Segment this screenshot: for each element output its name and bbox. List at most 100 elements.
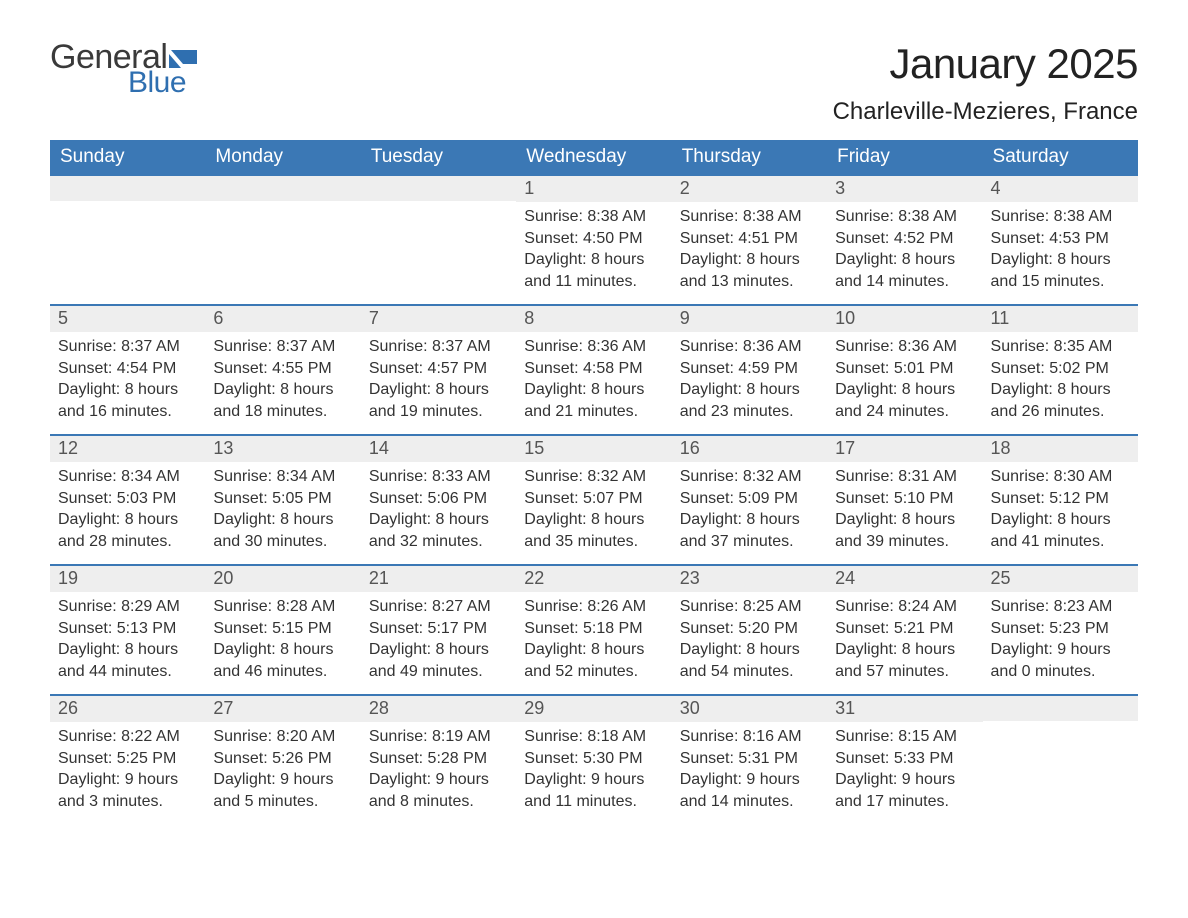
- day-number: [983, 696, 1138, 721]
- day-cell: 19Sunrise: 8:29 AMSunset: 5:13 PMDayligh…: [50, 566, 205, 694]
- day-body: Sunrise: 8:22 AMSunset: 5:25 PMDaylight:…: [50, 722, 205, 820]
- sunrise-text: Sunrise: 8:36 AM: [835, 336, 974, 358]
- sunset-text: Sunset: 5:30 PM: [524, 748, 663, 770]
- day-body: Sunrise: 8:36 AMSunset: 4:58 PMDaylight:…: [516, 332, 671, 430]
- daylight-text-1: Daylight: 9 hours: [213, 769, 352, 791]
- sunrise-text: Sunrise: 8:20 AM: [213, 726, 352, 748]
- day-cell: 8Sunrise: 8:36 AMSunset: 4:58 PMDaylight…: [516, 306, 671, 434]
- daylight-text-2: and 0 minutes.: [991, 661, 1130, 683]
- day-cell: [983, 696, 1138, 824]
- day-number: 3: [827, 176, 982, 202]
- day-number: 28: [361, 696, 516, 722]
- sunrise-text: Sunrise: 8:22 AM: [58, 726, 197, 748]
- sunrise-text: Sunrise: 8:34 AM: [58, 466, 197, 488]
- calendar-table: Sunday Monday Tuesday Wednesday Thursday…: [50, 140, 1138, 824]
- daylight-text-2: and 3 minutes.: [58, 791, 197, 813]
- sunset-text: Sunset: 4:55 PM: [213, 358, 352, 380]
- day-number: 8: [516, 306, 671, 332]
- day-number: 21: [361, 566, 516, 592]
- day-body: Sunrise: 8:25 AMSunset: 5:20 PMDaylight:…: [672, 592, 827, 690]
- week-row: 5Sunrise: 8:37 AMSunset: 4:54 PMDaylight…: [50, 304, 1138, 434]
- daylight-text-2: and 46 minutes.: [213, 661, 352, 683]
- day-cell: 17Sunrise: 8:31 AMSunset: 5:10 PMDayligh…: [827, 436, 982, 564]
- day-body: Sunrise: 8:29 AMSunset: 5:13 PMDaylight:…: [50, 592, 205, 690]
- daylight-text-2: and 41 minutes.: [991, 531, 1130, 553]
- sunset-text: Sunset: 4:50 PM: [524, 228, 663, 250]
- daylight-text-2: and 21 minutes.: [524, 401, 663, 423]
- daylight-text-1: Daylight: 8 hours: [213, 639, 352, 661]
- daylight-text-1: Daylight: 8 hours: [524, 249, 663, 271]
- daylight-text-2: and 49 minutes.: [369, 661, 508, 683]
- day-number: 29: [516, 696, 671, 722]
- daylight-text-1: Daylight: 8 hours: [680, 509, 819, 531]
- daylight-text-2: and 30 minutes.: [213, 531, 352, 553]
- daylight-text-1: Daylight: 9 hours: [369, 769, 508, 791]
- day-cell: 5Sunrise: 8:37 AMSunset: 4:54 PMDaylight…: [50, 306, 205, 434]
- day-number: 12: [50, 436, 205, 462]
- day-body: Sunrise: 8:38 AMSunset: 4:52 PMDaylight:…: [827, 202, 982, 300]
- sunset-text: Sunset: 5:07 PM: [524, 488, 663, 510]
- day-number: 9: [672, 306, 827, 332]
- daylight-text-1: Daylight: 8 hours: [213, 509, 352, 531]
- daylight-text-1: Daylight: 8 hours: [835, 639, 974, 661]
- daylight-text-2: and 35 minutes.: [524, 531, 663, 553]
- day-body: Sunrise: 8:24 AMSunset: 5:21 PMDaylight:…: [827, 592, 982, 690]
- daylight-text-2: and 14 minutes.: [835, 271, 974, 293]
- sunset-text: Sunset: 5:20 PM: [680, 618, 819, 640]
- calendar-page: General Blue January 2025 Charleville-Me…: [0, 0, 1188, 918]
- sunset-text: Sunset: 4:52 PM: [835, 228, 974, 250]
- sunset-text: Sunset: 4:51 PM: [680, 228, 819, 250]
- day-cell: [205, 176, 360, 304]
- sunset-text: Sunset: 5:26 PM: [213, 748, 352, 770]
- sunrise-text: Sunrise: 8:38 AM: [991, 206, 1130, 228]
- day-cell: 23Sunrise: 8:25 AMSunset: 5:20 PMDayligh…: [672, 566, 827, 694]
- day-cell: 28Sunrise: 8:19 AMSunset: 5:28 PMDayligh…: [361, 696, 516, 824]
- daylight-text-1: Daylight: 9 hours: [524, 769, 663, 791]
- day-cell: 18Sunrise: 8:30 AMSunset: 5:12 PMDayligh…: [983, 436, 1138, 564]
- daylight-text-2: and 32 minutes.: [369, 531, 508, 553]
- sunset-text: Sunset: 5:13 PM: [58, 618, 197, 640]
- daylight-text-2: and 52 minutes.: [524, 661, 663, 683]
- day-cell: 7Sunrise: 8:37 AMSunset: 4:57 PMDaylight…: [361, 306, 516, 434]
- daylight-text-1: Daylight: 9 hours: [991, 639, 1130, 661]
- daylight-text-2: and 11 minutes.: [524, 271, 663, 293]
- sunset-text: Sunset: 4:54 PM: [58, 358, 197, 380]
- sunrise-text: Sunrise: 8:37 AM: [58, 336, 197, 358]
- day-body: Sunrise: 8:31 AMSunset: 5:10 PMDaylight:…: [827, 462, 982, 560]
- day-cell: [361, 176, 516, 304]
- day-body: Sunrise: 8:33 AMSunset: 5:06 PMDaylight:…: [361, 462, 516, 560]
- sunset-text: Sunset: 4:57 PM: [369, 358, 508, 380]
- daylight-text-1: Daylight: 8 hours: [835, 379, 974, 401]
- daylight-text-2: and 37 minutes.: [680, 531, 819, 553]
- weekday-header: Tuesday: [361, 140, 516, 176]
- daylight-text-1: Daylight: 8 hours: [991, 249, 1130, 271]
- week-row: 26Sunrise: 8:22 AMSunset: 5:25 PMDayligh…: [50, 694, 1138, 824]
- logo: General Blue: [50, 40, 203, 98]
- sunset-text: Sunset: 4:59 PM: [680, 358, 819, 380]
- day-number: 6: [205, 306, 360, 332]
- day-body: Sunrise: 8:32 AMSunset: 5:07 PMDaylight:…: [516, 462, 671, 560]
- sunrise-text: Sunrise: 8:24 AM: [835, 596, 974, 618]
- sunset-text: Sunset: 5:03 PM: [58, 488, 197, 510]
- daylight-text-1: Daylight: 8 hours: [213, 379, 352, 401]
- sunrise-text: Sunrise: 8:38 AM: [680, 206, 819, 228]
- daylight-text-2: and 15 minutes.: [991, 271, 1130, 293]
- sunset-text: Sunset: 5:15 PM: [213, 618, 352, 640]
- sunset-text: Sunset: 5:05 PM: [213, 488, 352, 510]
- daylight-text-1: Daylight: 8 hours: [680, 639, 819, 661]
- daylight-text-2: and 24 minutes.: [835, 401, 974, 423]
- sunset-text: Sunset: 5:33 PM: [835, 748, 974, 770]
- day-body: Sunrise: 8:36 AMSunset: 5:01 PMDaylight:…: [827, 332, 982, 430]
- sunrise-text: Sunrise: 8:32 AM: [680, 466, 819, 488]
- sunrise-text: Sunrise: 8:33 AM: [369, 466, 508, 488]
- day-number: 4: [983, 176, 1138, 202]
- day-body: Sunrise: 8:19 AMSunset: 5:28 PMDaylight:…: [361, 722, 516, 820]
- sunrise-text: Sunrise: 8:37 AM: [213, 336, 352, 358]
- sunrise-text: Sunrise: 8:15 AM: [835, 726, 974, 748]
- sunrise-text: Sunrise: 8:28 AM: [213, 596, 352, 618]
- day-cell: 3Sunrise: 8:38 AMSunset: 4:52 PMDaylight…: [827, 176, 982, 304]
- day-number: 18: [983, 436, 1138, 462]
- day-body: Sunrise: 8:36 AMSunset: 4:59 PMDaylight:…: [672, 332, 827, 430]
- day-number: 13: [205, 436, 360, 462]
- day-body: Sunrise: 8:34 AMSunset: 5:03 PMDaylight:…: [50, 462, 205, 560]
